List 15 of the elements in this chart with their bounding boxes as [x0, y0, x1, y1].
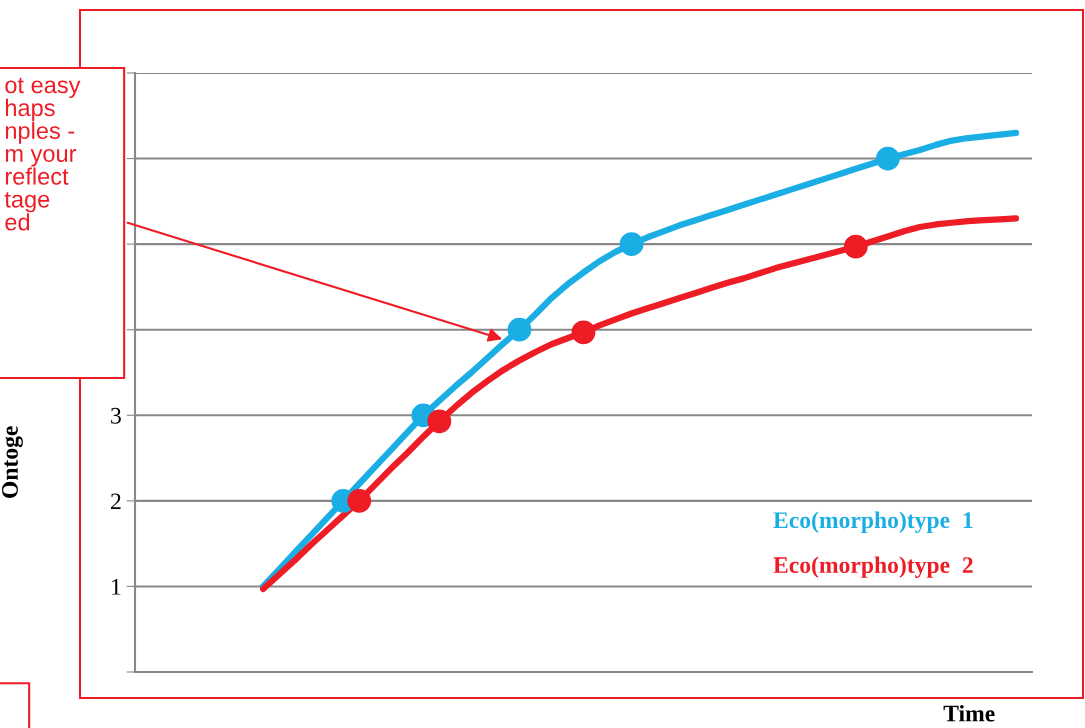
- text: Eco(morpho)type 1: [773, 511, 973, 533]
- point: [619, 232, 644, 257]
- text: Eco(morpho)type 2: [773, 556, 973, 578]
- point: [843, 234, 868, 259]
- text: ot easy haps nples - m your reflect tage ed: [4, 77, 81, 231]
- y-tick-label: 3: [111, 407, 121, 424]
- point: [427, 409, 452, 434]
- y-axis-title: Ontoge: [2, 426, 23, 498]
- point: [571, 320, 596, 345]
- point: [347, 488, 372, 513]
- point: [875, 146, 900, 171]
- x-axis-title: Time: [943, 704, 995, 722]
- y-tick-label: 1: [112, 579, 121, 595]
- y-tick-label: 2: [111, 493, 121, 510]
- point: [507, 317, 532, 342]
